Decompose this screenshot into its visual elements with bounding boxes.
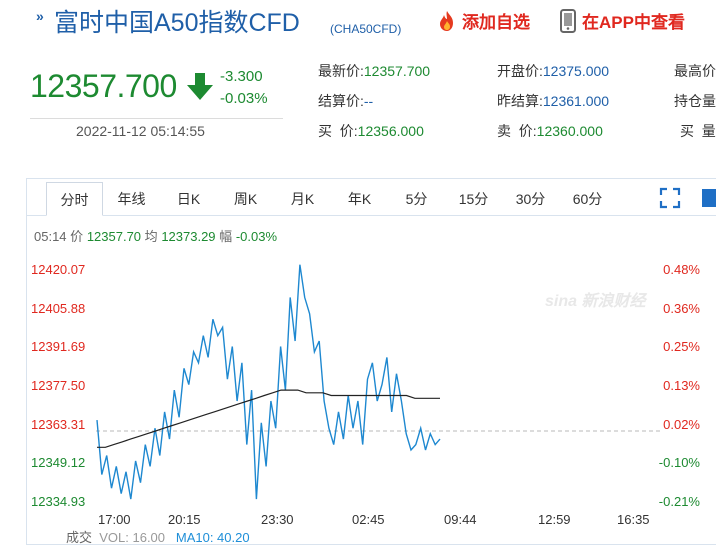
y-tick-left: 12391.69 (31, 339, 86, 355)
price-change-block: -3.300 -0.03% (220, 66, 268, 110)
crosshair-info: 05:14 价 12357.70 均 12373.29 幅 -0.03% (34, 226, 277, 245)
ask-price-label: 卖 价: (497, 123, 537, 139)
latest-price-label: 最新价: (318, 63, 364, 79)
volume-value: VOL: 16.00 (99, 530, 166, 545)
x-tick: 12:59 (538, 512, 571, 527)
page-title: 富时中国A50指数CFD (54, 9, 300, 37)
bid-price-label: 买 价: (318, 123, 358, 139)
x-tick: 17:00 (98, 512, 131, 527)
ask-price-field: 卖 价:12360.000 (497, 121, 603, 141)
prev-settle-value: 12361.000 (542, 93, 610, 109)
info-avg: 12373.29 (161, 229, 216, 244)
prev-settle-label: 昨结算: (497, 93, 543, 109)
open-price-value: 12375.000 (542, 63, 610, 79)
fullscreen-icon[interactable] (659, 187, 681, 209)
info-time: 05:14 (34, 229, 67, 244)
page-header: » 富时中国A50指数CFD (CHA50CFD) 添加自选 在APP中查看 (0, 0, 716, 40)
price-change-percent: -0.03% (220, 90, 268, 107)
more-icon[interactable] (700, 187, 716, 209)
y-tick-left: 12405.88 (31, 300, 86, 316)
divider (30, 118, 283, 119)
high-price-label: 最高价 (674, 63, 716, 79)
add-favorite-button[interactable]: 添加自选 (436, 8, 530, 33)
latest-price-value: 12357.700 (363, 63, 431, 79)
settle-price-value: -- (363, 93, 374, 109)
tab-8[interactable]: 30分 (515, 191, 546, 207)
position-label: 持仓量 (674, 93, 716, 109)
info-price-label: 价 (70, 229, 84, 244)
tab-6[interactable]: 5分 (405, 191, 428, 207)
tab-5[interactable]: 年K (347, 191, 372, 207)
y-tick-right: 0.48% (663, 262, 700, 277)
average-series-line (97, 389, 440, 448)
tab-divider (26, 215, 716, 216)
settle-price-label: 结算价: (318, 93, 364, 109)
y-tick-right: -0.21% (658, 494, 700, 509)
y-tick-right: -0.10% (658, 455, 700, 471)
current-price: 12357.700 (30, 68, 177, 104)
double-arrow-icon: » (36, 8, 44, 24)
volume-footer: 成交 VOL: 16.00 MA10: 40.20 (66, 527, 250, 545)
tab-7[interactable]: 15分 (458, 191, 489, 207)
phone-icon (560, 8, 576, 33)
tab-1[interactable]: 年线 (117, 191, 146, 207)
volume-title: 成交 (66, 530, 93, 545)
open-price-field: 开盘价:12375.000 (497, 61, 609, 81)
x-tick: 20:15 (168, 512, 201, 527)
buy-qty-label: 买 量 (680, 123, 716, 139)
open-price-label: 开盘价: (497, 63, 543, 79)
tab-2[interactable]: 日K (176, 191, 201, 207)
chart-period-tabs: 分时 年线 日K 周K 月K 年K 5分 15分 30分 60分 (46, 182, 616, 216)
ma10-value: MA10: 40.20 (175, 530, 250, 545)
y-tick-left: 12349.12 (31, 455, 86, 471)
y-tick-right: 0.13% (663, 378, 700, 393)
y-tick-left: 12363.31 (31, 416, 86, 432)
info-price: 12357.70 (86, 229, 142, 244)
settle-price-field: 结算价:-- (318, 91, 373, 111)
y-tick-left: 12420.07 (31, 262, 86, 277)
instrument-code: (CHA50CFD) (330, 22, 402, 36)
x-tick: 16:35 (617, 512, 650, 527)
view-in-app-label: 在APP中查看 (582, 13, 685, 32)
bid-price-field: 买 价:12356.000 (318, 121, 424, 141)
tab-0[interactable]: 分时 (46, 182, 103, 216)
flame-icon (440, 10, 453, 31)
price-change: -3.300 (220, 68, 263, 85)
view-in-app-button[interactable]: 在APP中查看 (560, 8, 685, 33)
chart-panel (26, 178, 716, 545)
tab-4[interactable]: 月K (290, 191, 315, 207)
down-arrow-icon (187, 73, 213, 100)
price-series-line (96, 264, 441, 500)
quote-datetime: 2022-11-12 05:14:55 (76, 123, 205, 139)
x-tick: 09:44 (444, 512, 477, 527)
y-tick-right: 0.36% (663, 300, 700, 316)
ask-price-value: 12360.000 (536, 123, 603, 139)
x-tick: 23:30 (261, 512, 294, 527)
y-tick-right: 0.02% (663, 416, 700, 432)
prev-settle-field: 昨结算:12361.000 (497, 91, 609, 111)
info-avg-label: 均 (144, 229, 158, 244)
add-favorite-label: 添加自选 (462, 13, 530, 32)
latest-price-field: 最新价:12357.700 (318, 61, 430, 81)
y-tick-right: 0.25% (663, 339, 700, 355)
y-tick-left: 12377.50 (31, 378, 86, 393)
x-tick: 02:45 (352, 512, 385, 527)
tab-9[interactable]: 60分 (572, 191, 603, 207)
info-amp: -0.03% (235, 229, 278, 244)
y-tick-left: 12334.93 (31, 494, 86, 509)
tab-3[interactable]: 周K (233, 191, 258, 207)
bid-price-value: 12356.000 (357, 123, 424, 139)
info-amp-label: 幅 (219, 229, 233, 244)
sina-watermark: sina 新浪财经 (545, 293, 646, 310)
